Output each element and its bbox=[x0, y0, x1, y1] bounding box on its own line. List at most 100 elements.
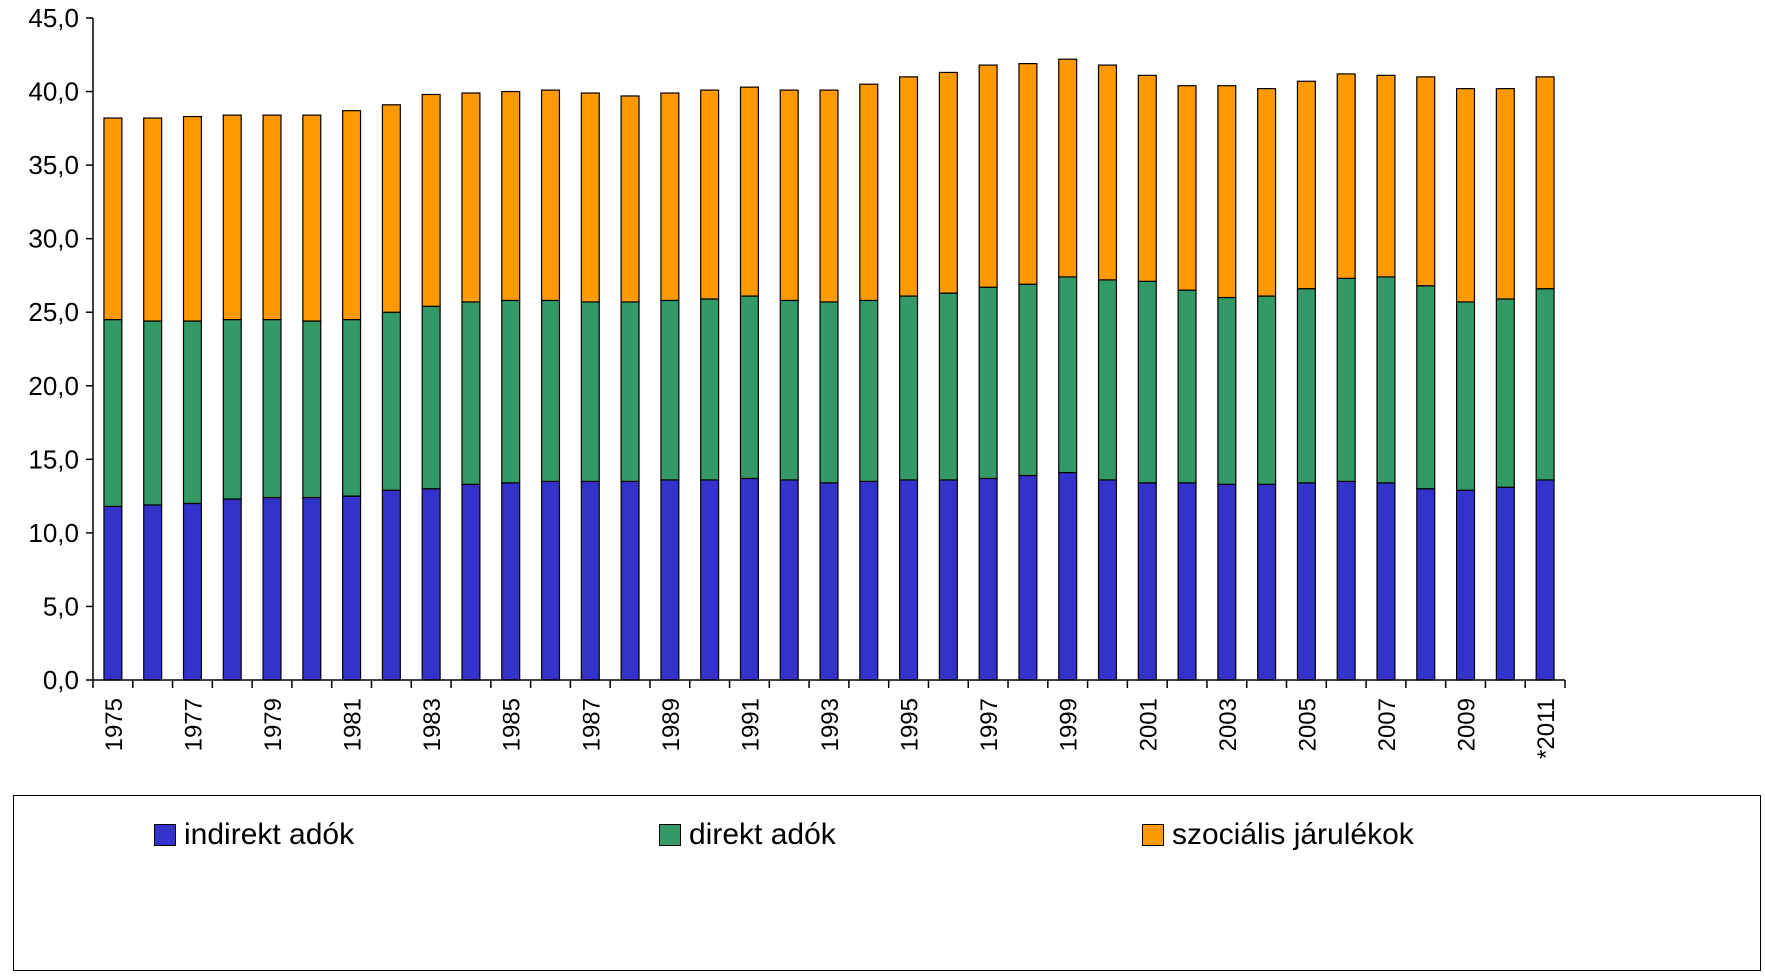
y-tick-label: 30,0 bbox=[28, 224, 79, 254]
bar-segment-series-0 bbox=[1217, 483, 1237, 681]
bar-segment-series-1 bbox=[978, 286, 998, 480]
bar-segment-series-2 bbox=[540, 89, 561, 302]
bar-segment-series-1 bbox=[302, 320, 322, 499]
bar-segment-series-2 bbox=[501, 90, 521, 302]
bar-segment-series-2 bbox=[1495, 88, 1515, 300]
bar-segment-series-1 bbox=[1376, 276, 1396, 484]
x-axis: 1975 1977 1979 1981 1983 1985 1987 1989 1991 1993… bbox=[92, 679, 1566, 759]
x-tick-label: 2001 bbox=[1135, 698, 1162, 751]
x-tick-label: 1993 bbox=[817, 698, 844, 751]
bar-segment-series-2 bbox=[461, 92, 481, 303]
x-tick-label: 2003 bbox=[1215, 698, 1242, 751]
y-tick-label: 25,0 bbox=[28, 297, 79, 327]
bar-segment-series-2 bbox=[182, 115, 203, 322]
y-tick-label: 20,0 bbox=[28, 371, 79, 401]
bar-segment-series-0 bbox=[700, 479, 720, 681]
bar-segment-series-1 bbox=[262, 318, 282, 499]
x-tick-label: 1985 bbox=[499, 698, 526, 751]
bar-segment-series-0 bbox=[103, 505, 123, 681]
bar-segment-series-2 bbox=[381, 104, 401, 313]
legend-label-indirekt: indirekt adók bbox=[184, 818, 355, 851]
bar-segment-series-0 bbox=[899, 479, 919, 681]
bar-segment-series-1 bbox=[899, 295, 919, 481]
y-axis: 0,0 5,0 10,0 15,0 20,0 25,0 30,0 35,0 40,0 45,0 bbox=[28, 3, 94, 695]
bar-segment-series-2 bbox=[859, 83, 879, 302]
y-tick-label: 0,0 bbox=[43, 665, 79, 695]
bar-segment-series-2 bbox=[1257, 88, 1277, 297]
bar-segment-series-0 bbox=[1097, 479, 1118, 681]
bar-segment-series-0 bbox=[978, 477, 998, 681]
bar-segment-series-2 bbox=[222, 114, 242, 321]
y-tick-label: 5,0 bbox=[43, 591, 79, 621]
bar-segment-series-0 bbox=[739, 477, 759, 681]
bar-segment-series-1 bbox=[779, 299, 799, 481]
bar-segment-series-2 bbox=[739, 86, 759, 297]
bar-segment-series-1 bbox=[620, 301, 640, 482]
bar-segment-series-1 bbox=[1058, 276, 1078, 474]
bar-segment-series-2 bbox=[1018, 63, 1038, 285]
bar-segment-series-0 bbox=[501, 482, 521, 681]
bar-segment-series-0 bbox=[1296, 482, 1316, 681]
bar-segment-series-0 bbox=[540, 480, 561, 681]
bar-segment-series-2 bbox=[262, 114, 282, 321]
bar-segment-series-1 bbox=[461, 301, 481, 485]
bar-segment-series-1 bbox=[819, 301, 839, 484]
y-tick-label: 10,0 bbox=[28, 518, 79, 548]
legend-label-direkt: direkt adók bbox=[689, 818, 836, 851]
bar-segment-series-0 bbox=[1416, 488, 1436, 681]
bar-segment-series-1 bbox=[1455, 301, 1476, 491]
bar-segment-series-0 bbox=[1376, 482, 1396, 681]
bar-segment-series-0 bbox=[1495, 486, 1515, 681]
bar-segment-series-2 bbox=[1535, 76, 1555, 290]
bar-segment-series-1 bbox=[381, 311, 401, 491]
x-tick-label: 1981 bbox=[340, 698, 367, 751]
bar-segment-series-0 bbox=[302, 496, 322, 681]
legend-item-indirekt: indirekt adók bbox=[154, 818, 354, 852]
bar-segment-series-1 bbox=[143, 320, 163, 506]
bar-segment-series-1 bbox=[1097, 279, 1118, 481]
bar-segment-series-2 bbox=[819, 89, 839, 303]
x-tick-label: *2011 bbox=[1533, 698, 1560, 759]
legend-item-szocialis: szociális járulékok bbox=[1142, 818, 1414, 852]
bar-segment-series-2 bbox=[1296, 80, 1316, 290]
bar-segment-series-0 bbox=[1535, 479, 1555, 681]
bar-segment-series-2 bbox=[620, 95, 640, 303]
bar-segment-series-2 bbox=[1058, 58, 1078, 278]
bar-segment-series-0 bbox=[580, 480, 600, 681]
x-tick-label: 1997 bbox=[976, 698, 1003, 751]
bar-segment-series-2 bbox=[103, 117, 123, 321]
x-tick-label: 1989 bbox=[658, 698, 685, 751]
x-tick-label: 1995 bbox=[897, 698, 924, 751]
bar-segment-series-2 bbox=[938, 71, 958, 294]
bar-segment-series-2 bbox=[1336, 73, 1356, 279]
bar-segment-series-2 bbox=[779, 89, 799, 302]
bar-segment-series-0 bbox=[143, 504, 163, 681]
bars bbox=[103, 58, 1555, 681]
x-tick-label: 2005 bbox=[1294, 698, 1321, 751]
bar-segment-series-1 bbox=[540, 299, 561, 483]
x-tick-label: 1975 bbox=[101, 698, 128, 751]
bar-segment-series-2 bbox=[700, 89, 720, 300]
bar-segment-series-0 bbox=[262, 496, 282, 681]
x-tick-label: 1987 bbox=[578, 698, 605, 751]
legend-label-szocialis: szociális járulékok bbox=[1172, 818, 1414, 851]
bar-segment-series-1 bbox=[1018, 283, 1038, 477]
bar-segment-series-0 bbox=[1018, 474, 1038, 681]
bar-segment-series-1 bbox=[342, 318, 362, 497]
bar-segment-series-1 bbox=[580, 301, 600, 482]
bar-segment-series-1 bbox=[1535, 288, 1555, 481]
bar-segment-series-0 bbox=[1257, 483, 1277, 681]
y-tick-label: 45,0 bbox=[28, 3, 79, 33]
legend-item-direkt: direkt adók bbox=[659, 818, 836, 852]
bar-segment-series-1 bbox=[859, 299, 879, 483]
bar-segment-series-2 bbox=[342, 110, 362, 321]
x-tick-label: 1991 bbox=[737, 698, 764, 751]
y-tick-label: 40,0 bbox=[28, 77, 79, 107]
bar-segment-series-0 bbox=[819, 482, 839, 681]
legend-swatch-direkt bbox=[659, 824, 681, 846]
x-tick-label: 1999 bbox=[1056, 698, 1083, 751]
bar-segment-series-1 bbox=[222, 318, 242, 500]
bar-segment-series-1 bbox=[182, 320, 203, 505]
bar-segment-series-0 bbox=[1177, 482, 1197, 681]
bar-segment-series-0 bbox=[421, 488, 441, 681]
